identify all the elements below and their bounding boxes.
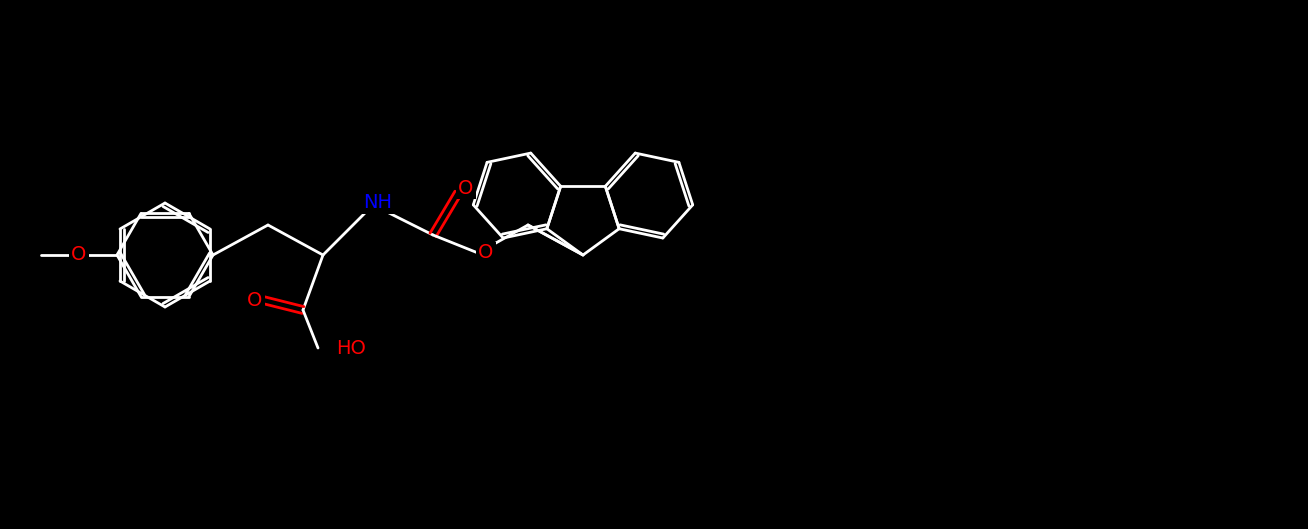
Text: O: O [247, 290, 263, 309]
Text: O: O [479, 243, 493, 262]
Text: HO: HO [336, 339, 366, 358]
Text: O: O [72, 245, 86, 264]
Text: O: O [458, 178, 473, 197]
Text: NH: NH [364, 194, 392, 213]
